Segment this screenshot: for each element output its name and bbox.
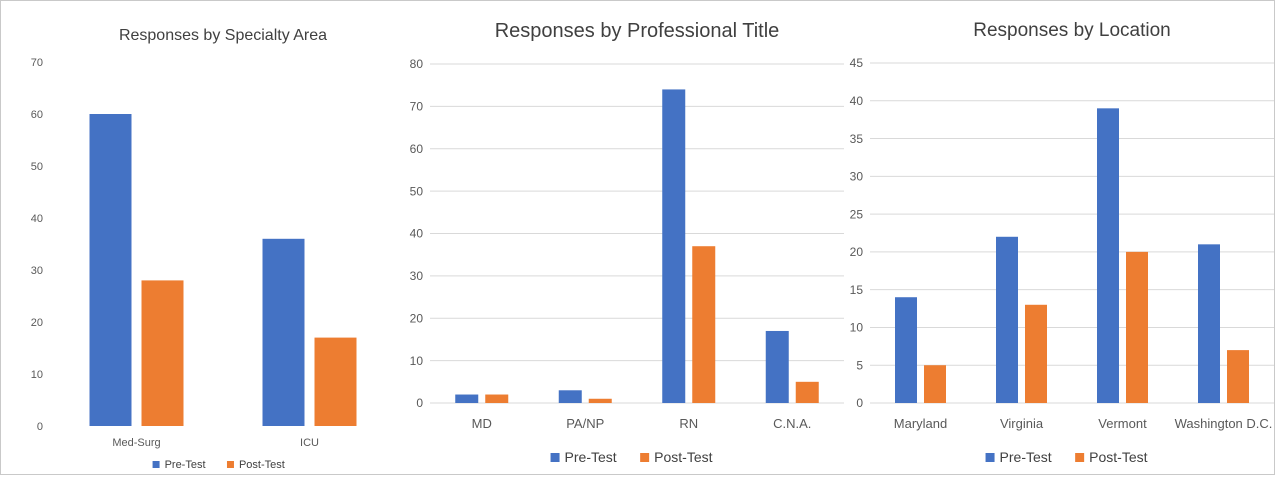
x-category-label: Maryland — [894, 416, 947, 431]
bar-post-test-rn — [692, 246, 716, 403]
legend-label: Post-Test — [1089, 449, 1147, 465]
legend-label: Post-Test — [654, 449, 712, 465]
bar-post-test-maryland — [924, 365, 946, 403]
legend-label: Pre-Test — [165, 459, 206, 471]
bar-pre-test-pa-np — [558, 390, 582, 403]
y-tick-label: 50 — [31, 161, 43, 173]
y-tick-label: 40 — [410, 227, 424, 241]
y-tick-label: 0 — [856, 396, 863, 410]
x-category-label: ICU — [300, 437, 319, 449]
chart-specialty-area: Responses by Specialty Area 0 10 20 30 40 50 60… — [31, 27, 357, 471]
bar-pre-test-c-n-a- — [765, 330, 789, 403]
y-tick-label: 60 — [31, 109, 43, 121]
bar-post-test-pa-np — [588, 398, 612, 403]
y-tick-label: 40 — [31, 213, 43, 225]
bar-post-test-med-surg — [141, 280, 184, 426]
x-category-label: Med-Surg — [112, 437, 160, 449]
legend-swatch-post-test — [226, 461, 234, 468]
y-tick-label: 15 — [850, 283, 864, 297]
bar-pre-test-rn — [662, 89, 686, 404]
bar-post-test-c-n-a- — [795, 381, 819, 403]
chart-location: Responses by Location 0 5 10 15 20 25 30 35 40 45 M… — [850, 20, 1274, 465]
x-category-label: PA/NP — [566, 416, 604, 431]
bar-post-test-virginia — [1025, 304, 1047, 403]
bar-pre-test-vermont — [1097, 108, 1119, 403]
bar-post-test-washington-d-c- — [1227, 350, 1249, 403]
bar-post-test-vermont — [1126, 251, 1148, 403]
y-tick-label: 25 — [850, 207, 864, 221]
x-category-label: Vermont — [1098, 416, 1147, 431]
y-tick-label: 30 — [850, 170, 864, 184]
chart-title: Responses by Professional Title — [495, 20, 780, 42]
y-tick-label: 30 — [31, 265, 43, 277]
chart-title: Responses by Location — [973, 20, 1171, 41]
y-tick-label: 30 — [410, 269, 424, 283]
bar-pre-test-md — [455, 394, 479, 403]
legend-swatch-pre-test — [550, 453, 560, 462]
x-category-label: Virginia — [1000, 416, 1044, 431]
y-tick-label: 35 — [850, 132, 864, 146]
chart-professional-title: Responses by Professional Title 0 10 20 30 40… — [410, 20, 844, 465]
legend-swatch-post-test — [1075, 453, 1085, 462]
y-tick-label: 80 — [410, 57, 424, 71]
bar-pre-test-icu — [262, 238, 305, 426]
bar-post-test-md — [485, 394, 509, 403]
chart-title: Responses by Specialty Area — [119, 27, 327, 44]
y-tick-label: 5 — [856, 358, 863, 372]
legend-swatch-post-test — [640, 453, 650, 462]
y-tick-label: 10 — [850, 321, 864, 335]
y-tick-label: 10 — [410, 354, 424, 368]
legend-label: Post-Test — [239, 459, 285, 471]
y-tick-label: 45 — [850, 56, 864, 70]
y-tick-label: 20 — [31, 317, 43, 329]
y-tick-label: 10 — [31, 369, 43, 381]
y-tick-label: 40 — [850, 94, 864, 108]
bar-post-test-icu — [314, 337, 357, 426]
bar-pre-test-washington-d-c- — [1198, 244, 1220, 403]
bar-pre-test-virginia — [996, 236, 1018, 403]
y-tick-label: 0 — [416, 396, 423, 410]
bar-pre-test-maryland — [895, 297, 917, 403]
x-category-label: Washington D.C. — [1175, 416, 1273, 431]
y-tick-label: 0 — [37, 421, 43, 433]
x-category-label: RN — [679, 416, 698, 431]
y-tick-label: 60 — [410, 142, 424, 156]
legend-label: Pre-Test — [1000, 449, 1052, 465]
y-tick-label: 50 — [410, 184, 424, 198]
x-category-label: C.N.A. — [773, 416, 811, 431]
bar-pre-test-med-surg — [89, 114, 132, 426]
legend-swatch-pre-test — [152, 461, 160, 468]
y-tick-label: 20 — [410, 311, 424, 325]
legend-swatch-pre-test — [985, 453, 995, 462]
y-tick-label: 20 — [850, 245, 864, 259]
legend-label: Pre-Test — [565, 449, 617, 465]
y-tick-label: 70 — [31, 57, 43, 69]
y-tick-label: 70 — [410, 100, 424, 114]
x-category-label: MD — [472, 416, 492, 431]
